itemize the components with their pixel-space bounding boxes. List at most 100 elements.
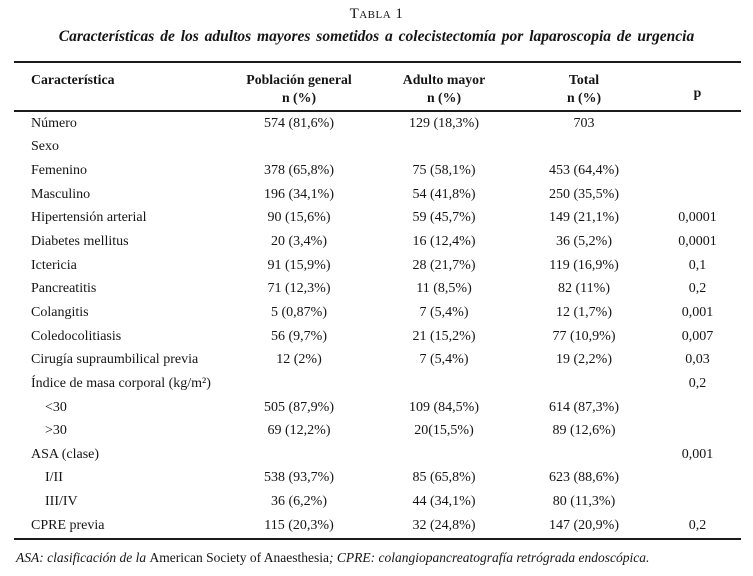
column-header-label: Adulto mayor (402, 72, 486, 87)
cell-poblacion-general (224, 136, 374, 160)
row-label: Número (31, 115, 77, 131)
row-label: Sexo (31, 139, 59, 155)
cell-adulto-mayor: 85 (65,8%) (412, 470, 476, 486)
cell-adulto-mayor: 16 (12,4%) (412, 234, 476, 250)
row-label: Colangitis (31, 304, 89, 320)
column-header-sublabel: n (%) (426, 89, 462, 105)
row-label: >30 (45, 423, 67, 439)
cell-total: 12 (1,7%) (556, 304, 612, 320)
cell-p: 0,1 (688, 257, 707, 273)
cell-total: 80 (11,3%) (552, 494, 616, 510)
row-label: Coledocolitiasis (31, 328, 122, 344)
header-row: Característica Población general n (%) A… (14, 62, 741, 111)
cell-p: 0,03 (685, 352, 710, 368)
cell-adulto-mayor: 75 (58,1%) (412, 163, 476, 179)
cell-total: 119 (16,9%) (549, 257, 619, 273)
cell-p: 0,2 (688, 281, 707, 297)
row-label: Pancreatitis (31, 281, 97, 297)
table-row: Pancreatitis 71 (12,3%) 11 (8,5%) 82 (11%) 0… (14, 277, 741, 301)
column-header-adulto-mayor: Adulto mayor n (%) (374, 62, 514, 111)
column-header-label: Total (568, 72, 600, 87)
cell-adulto-mayor: 20(15,5%) (414, 423, 474, 439)
column-header-total: Total n (%) (514, 62, 654, 111)
cell-total: 703 (573, 115, 595, 131)
cell-total (514, 372, 654, 396)
cell-total: 149 (21,1%) (549, 210, 619, 226)
cell-total: 250 (35,5%) (549, 186, 619, 202)
cell-poblacion-general: 20 (3,4%) (271, 234, 327, 250)
cell-total: 614 (87,3%) (549, 399, 619, 415)
cell-poblacion-general: 538 (93,7%) (264, 470, 334, 486)
column-header-label: Característica (31, 72, 115, 87)
cell-adulto-mayor: 11 (8,5%) (416, 281, 472, 297)
cell-total: 19 (2,2%) (556, 352, 612, 368)
cell-adulto-mayor: 109 (84,5%) (409, 399, 479, 415)
row-label: III/IV (45, 494, 78, 510)
cell-adulto-mayor: 54 (41,8%) (412, 186, 476, 202)
cell-poblacion-general: 90 (15,6%) (267, 210, 331, 226)
table-container: Característica Población general n (%) A… (14, 61, 741, 540)
row-label: Femenino (31, 163, 87, 179)
table-row: Diabetes mellitus 20 (3,4%) 16 (12,4%) 36 (… (14, 230, 741, 254)
cell-p: 0,001 (681, 304, 714, 320)
column-header-caracteristica: Característica (14, 62, 224, 111)
table-row: Hipertensión arterial 90 (15,6%) 59 (45,7%… (14, 207, 741, 231)
cell-p (654, 136, 741, 160)
table-row: Coledocolitiasis 56 (9,7%) 21 (15,2%) 77 (1… (14, 325, 741, 349)
cell-poblacion-general: 5 (0,87%) (271, 304, 327, 320)
cell-p: 0,007 (681, 328, 714, 344)
table-row: Ictericia 91 (15,9%) 28 (21,7%) 119 (16,9%)… (14, 254, 741, 278)
cell-total: 36 (5,2%) (556, 234, 612, 250)
table-number-title: Tabla 1 (349, 6, 404, 22)
cell-p (654, 467, 741, 491)
column-header-sublabel: n (%) (566, 89, 602, 105)
table-row: <30 505 (87,9%) 109 (84,5%) 614 (87,3%) (14, 396, 741, 420)
footnote: ASA: clasificación de la American Societ… (16, 549, 741, 566)
row-label: I/II (45, 470, 63, 486)
cell-poblacion-general: 71 (12,3%) (267, 281, 331, 297)
cell-adulto-mayor (374, 372, 514, 396)
table-body: Número 574 (81,6%) 129 (18,3%) 703 Sexo Femen… (14, 111, 741, 539)
cell-poblacion-general: 69 (12,2%) (267, 423, 331, 439)
cell-p (654, 159, 741, 183)
footnote-segment: American Society of Anaesthesia (149, 549, 330, 565)
cell-adulto-mayor (374, 443, 514, 467)
characteristics-table: Característica Población general n (%) A… (14, 61, 741, 540)
row-label: Hipertensión arterial (31, 210, 147, 226)
cell-p: 0,2 (688, 375, 707, 391)
cell-total (514, 443, 654, 467)
cell-poblacion-general: 574 (81,6%) (264, 115, 334, 131)
cell-total: 453 (64,4%) (549, 163, 619, 179)
cell-adulto-mayor: 59 (45,7%) (412, 210, 476, 226)
cell-total: 77 (10,9%) (552, 328, 616, 344)
column-header-poblacion-general: Población general n (%) (224, 62, 374, 111)
cell-p: 0,2 (688, 517, 707, 533)
column-header-label: p (693, 84, 702, 100)
cell-total: 89 (12,6%) (552, 423, 616, 439)
cell-poblacion-general: 505 (87,9%) (264, 399, 334, 415)
cell-p (654, 111, 741, 136)
cell-p (654, 490, 741, 514)
cell-adulto-mayor: 21 (15,2%) (412, 328, 476, 344)
cell-poblacion-general: 36 (6,2%) (271, 494, 327, 510)
cell-p: 0,001 (681, 446, 714, 462)
row-label: Masculino (31, 186, 91, 202)
cell-total (514, 136, 654, 160)
cell-poblacion-general (224, 443, 374, 467)
footnote-segment: ASA: clasificación de la (16, 549, 150, 565)
cell-adulto-mayor (374, 136, 514, 160)
row-label: Cirugía supraumbilical previa (31, 352, 199, 368)
cell-poblacion-general: 378 (65,8%) (264, 163, 334, 179)
cell-adulto-mayor: 32 (24,8%) (412, 517, 476, 533)
table-row: Número 574 (81,6%) 129 (18,3%) 703 (14, 111, 741, 136)
cell-adulto-mayor: 44 (34,1%) (412, 494, 476, 510)
cell-adulto-mayor: 7 (5,4%) (419, 304, 469, 320)
cell-poblacion-general: 56 (9,7%) (271, 328, 327, 344)
table-row: Masculino 196 (34,1%) 54 (41,8%) 250 (35,5%… (14, 183, 741, 207)
column-header-label: Población general (246, 72, 352, 87)
row-label: Ictericia (31, 257, 77, 273)
table-row: Cirugía supraumbilical previa 12 (2%) 7 (5… (14, 348, 741, 372)
column-header-p: p (654, 62, 741, 111)
table-row: ASA (clase) 0,001 (14, 443, 741, 467)
footnote-segment: ; CPRE: colangiopancreatografía retrógra… (329, 549, 650, 565)
